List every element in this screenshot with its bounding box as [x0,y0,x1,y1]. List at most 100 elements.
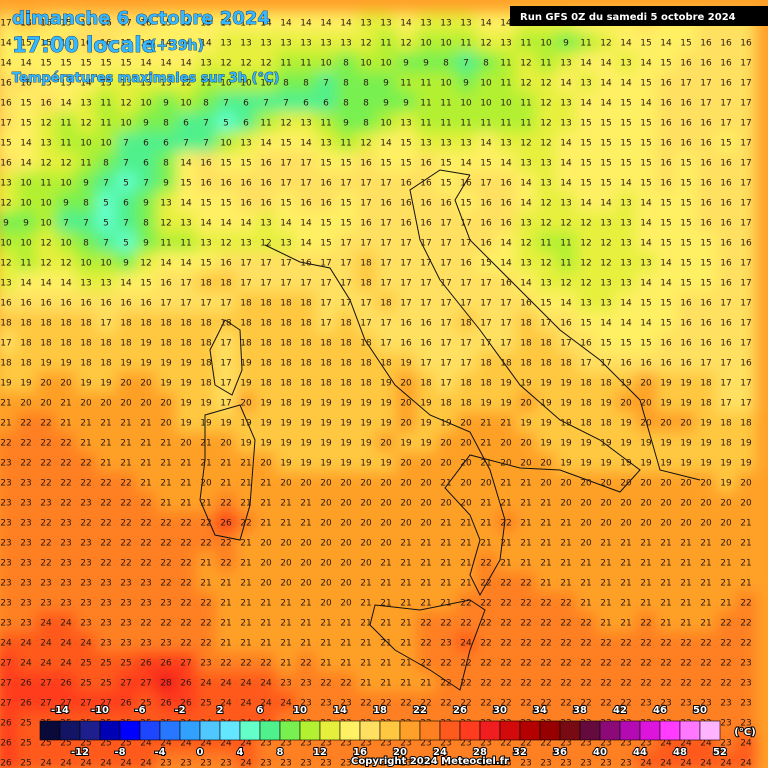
heat-cell [436,472,456,492]
heat-cell [76,312,96,332]
cell-value: 23 [20,519,31,529]
cell-value: 20 [180,439,192,449]
heat-cell [476,152,496,172]
heat-cell [96,152,116,172]
cell-value: 24 [40,639,52,649]
heat-cell [436,272,456,292]
cell-value: 14 [140,59,152,69]
cell-value: 21 [440,539,451,549]
heat-cell [696,492,716,512]
heat-cell [736,352,756,372]
cell-value: 12 [220,239,231,249]
heat-cell [636,132,656,152]
cell-value: 17 [400,259,411,269]
heat-cell [296,272,316,292]
cell-value: 21 [200,579,211,589]
cell-value: 20 [740,479,752,489]
cell-value: 18 [300,299,312,309]
heat-cell [296,32,316,52]
cell-value: 14 [20,279,32,289]
heat-cell [456,532,476,552]
cell-value: 12 [540,259,551,269]
heat-cell [596,312,616,332]
cell-value: 19 [560,419,572,429]
cell-value: 11 [160,239,171,249]
heat-cell [0,532,16,552]
heat-cell [336,32,356,52]
cell-value: 20 [260,539,272,549]
heat-cell [496,72,516,92]
cell-value: 11 [520,39,531,49]
cell-value: 12 [540,219,551,229]
cell-value: 14 [20,59,32,69]
cell-value: 17 [740,379,751,389]
cell-value: 19 [380,379,392,389]
heat-cell [736,252,756,272]
cell-value: 20 [720,499,732,509]
heat-cell [476,72,496,92]
cell-value: 21 [600,599,611,609]
cell-value: 22 [560,639,571,649]
heat-cell [656,112,676,132]
legend-tick-label: 0 [197,747,204,758]
cell-value: 15 [40,59,51,69]
cell-value: 10 [20,199,32,209]
cell-value: 21 [320,639,331,649]
heat-cell [196,432,216,452]
legend-swatch [619,720,641,741]
heat-cell [96,352,116,372]
cell-value: 18 [280,299,292,309]
heat-cell [136,352,156,372]
heat-cell [196,292,216,312]
heat-cell [596,152,616,172]
cell-value: 22 [560,659,571,669]
cell-value: 15 [580,319,591,329]
heat-cell [36,52,56,72]
cell-value: 23 [20,539,31,549]
heat-cell [96,92,116,112]
heat-cell [336,292,356,312]
heat-cell [656,512,676,532]
cell-value: 23 [200,759,211,768]
cell-value: 22 [220,499,231,509]
cell-value: 17 [380,339,391,349]
cell-value: 22 [480,679,491,689]
heat-cell [616,412,636,432]
cell-value: 16 [680,99,692,109]
heat-cell [396,532,416,552]
cell-value: 11 [500,59,511,69]
heat-cell [276,512,296,532]
heat-cell [76,452,96,472]
cell-value: 15 [480,259,491,269]
cell-value: 18 [380,299,392,309]
cell-value: 16 [660,99,672,109]
cell-value: 16 [400,339,412,349]
cell-value: 14 [60,99,72,109]
cell-value: 18 [420,379,432,389]
heat-cell [136,132,156,152]
cell-value: 18 [460,399,472,409]
cell-value: 21 [300,519,311,529]
cell-value: 18 [580,419,592,429]
cell-value: 20 [720,519,732,529]
cell-value: 14 [520,279,532,289]
cell-value: 22 [200,599,211,609]
cell-value: 6 [303,99,309,109]
heat-cell [396,52,416,72]
cell-value: 21 [240,479,251,489]
cell-value: 7 [203,119,209,129]
legend-tick-label: 48 [673,747,687,758]
cell-value: 17 [380,239,391,249]
cell-value: 18 [320,359,332,369]
cell-value: 11 [440,99,451,109]
cell-value: 13 [240,239,251,249]
heat-cell [116,412,136,432]
heat-cell [256,452,276,472]
heat-cell [536,452,556,472]
cell-value: 20 [340,539,352,549]
cell-value: 19 [620,379,632,389]
heat-cell [596,252,616,272]
cell-value: 15 [280,199,291,209]
cell-value: 22 [500,679,511,689]
cell-value: 10 [20,239,32,249]
